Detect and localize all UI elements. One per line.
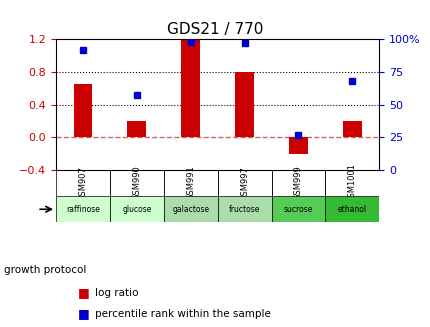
Bar	[289, 137, 307, 154]
Text: GSM907: GSM907	[78, 166, 87, 200]
Text: ethanol: ethanol	[337, 205, 366, 214]
Bar	[127, 121, 146, 137]
Text: GSM990: GSM990	[132, 166, 141, 200]
FancyBboxPatch shape	[163, 196, 217, 222]
Text: percentile rank within the sample: percentile rank within the sample	[95, 309, 270, 319]
Text: GSM997: GSM997	[240, 166, 249, 200]
FancyBboxPatch shape	[110, 196, 163, 222]
Text: GSM1001: GSM1001	[347, 163, 356, 203]
Text: GSM999: GSM999	[293, 166, 302, 200]
Text: growth protocol: growth protocol	[4, 265, 86, 275]
Bar	[342, 121, 361, 137]
Text: GSM991: GSM991	[186, 166, 195, 200]
FancyBboxPatch shape	[56, 196, 110, 222]
Bar	[181, 39, 200, 137]
Text: glucose: glucose	[122, 205, 151, 214]
Text: galactose: galactose	[172, 205, 209, 214]
Text: ■: ■	[77, 307, 89, 320]
FancyBboxPatch shape	[271, 196, 325, 222]
Text: ■: ■	[77, 286, 89, 299]
Text: raffinose: raffinose	[66, 205, 100, 214]
Text: fructose: fructose	[228, 205, 260, 214]
FancyBboxPatch shape	[325, 196, 378, 222]
FancyBboxPatch shape	[217, 196, 271, 222]
Text: sucrose: sucrose	[283, 205, 313, 214]
Text: GDS21 / 770: GDS21 / 770	[167, 22, 263, 37]
Text: log ratio: log ratio	[95, 288, 138, 298]
Bar	[235, 72, 253, 137]
Bar	[74, 84, 92, 137]
